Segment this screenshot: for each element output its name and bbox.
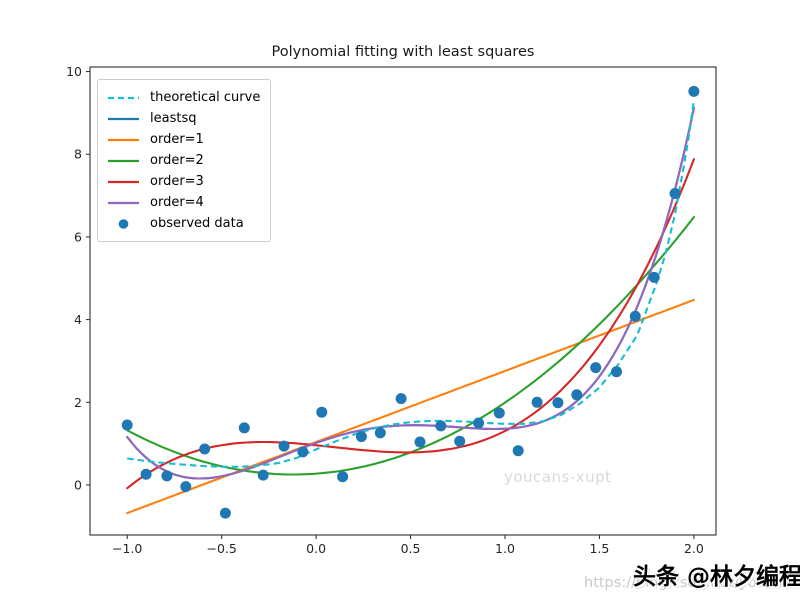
legend-line-swatch <box>108 180 139 183</box>
plot-watermark: youcans-xupt <box>504 468 612 486</box>
legend-line-swatch <box>108 117 139 120</box>
y-tick-label: 0 <box>74 477 82 492</box>
legend-line-swatch <box>108 201 139 204</box>
legend-item-order-2: order=2 <box>107 150 260 171</box>
y-tick-label: 2 <box>74 395 82 410</box>
curve-order-2 <box>126 216 695 476</box>
legend-line-swatch <box>108 96 139 99</box>
x-tick-label: 0.5 <box>401 541 421 556</box>
observed-point <box>512 445 524 457</box>
chart-title: Polynomial fitting with least squares <box>271 44 535 60</box>
observed-point <box>611 366 622 378</box>
legend-label: order=3 <box>150 174 204 189</box>
legend-line-swatch <box>108 159 139 162</box>
legend-item-order-4: order=4 <box>107 192 260 213</box>
x-tick-label: −0.5 <box>206 541 236 556</box>
observed-point <box>121 419 133 431</box>
observed-point <box>199 443 211 455</box>
y-tick-label: 6 <box>74 229 82 244</box>
observed-point <box>435 420 447 432</box>
y-tick-label: 8 <box>74 147 82 162</box>
plot-area-spines <box>89 66 717 536</box>
observed-point <box>414 436 426 448</box>
curve-order-4 <box>126 106 695 480</box>
observed-point <box>473 417 485 429</box>
observed-point <box>571 389 583 401</box>
legend-item-theoretical-curve: theoretical curve <box>107 87 260 108</box>
legend-item-leastsq: leastsq <box>107 108 260 129</box>
observed-point <box>629 310 641 322</box>
observed-point <box>219 507 231 519</box>
observed-point <box>355 431 367 443</box>
observed-point <box>238 422 250 434</box>
brand-text: 头条 @林夕编程 <box>633 564 800 590</box>
observed-point <box>337 471 349 483</box>
legend-label: observed data <box>150 216 244 231</box>
observed-point <box>648 271 660 283</box>
observed-point <box>552 397 564 409</box>
curve-order-1 <box>126 298 695 515</box>
observed-point <box>493 407 505 419</box>
observed-point <box>590 362 602 374</box>
x-tick-label: 2.0 <box>684 541 704 556</box>
observed-point <box>669 188 681 199</box>
observed-point <box>531 396 543 408</box>
legend-item-order-3: order=3 <box>107 171 260 192</box>
legend-label: leastsq <box>150 111 197 126</box>
legend-label: order=1 <box>150 132 204 147</box>
legend-label: theoretical curve <box>150 90 261 105</box>
observed-point <box>278 440 290 452</box>
observed-point <box>140 468 152 480</box>
observed-point <box>374 427 386 439</box>
y-tick-label: 4 <box>74 312 82 327</box>
x-tick-label: 0.0 <box>306 541 326 556</box>
curve-order-3 <box>126 158 695 490</box>
legend-label: order=2 <box>150 153 204 168</box>
legend-label: order=4 <box>150 195 204 210</box>
observed-point <box>297 446 309 458</box>
legend-item-observed-data: observed data <box>107 213 260 234</box>
observed-point <box>395 393 407 405</box>
legend-box: theoretical curve leastsq order=1 order=2 or… <box>97 79 272 242</box>
observed-point <box>257 469 269 481</box>
x-tick-label: −1.0 <box>112 541 142 556</box>
observed-point <box>161 470 173 482</box>
observed-point <box>688 85 700 97</box>
legend-line-swatch <box>108 138 139 141</box>
observed-point <box>180 481 192 493</box>
x-tick-label: 1.0 <box>495 541 515 556</box>
legend-item-order-1: order=1 <box>107 129 260 150</box>
x-tick-label: 1.5 <box>590 541 610 556</box>
observed-point <box>454 435 466 447</box>
y-tick-label: 10 <box>66 64 82 79</box>
legend-dot-swatch <box>118 218 129 229</box>
url-watermark: https://blog.csdn.net/youcans <box>584 575 800 591</box>
observed-point <box>316 406 328 418</box>
